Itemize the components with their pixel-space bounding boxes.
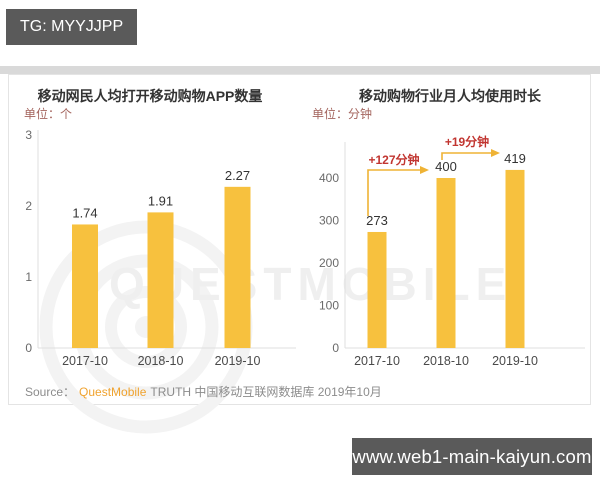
x-axis-label: 2019-10 <box>492 354 538 368</box>
top-badge-label: TG: MYYJJPP <box>20 18 124 35</box>
bar <box>224 186 251 348</box>
y-tick-label: 1 <box>25 270 32 284</box>
bar <box>72 224 98 348</box>
y-tick-label: 2 <box>25 199 32 213</box>
bottom-badge-label: www.web1-main-kaiyun.com <box>352 445 592 467</box>
y-tick-label: 3 <box>25 128 32 142</box>
bar-chart-usage-minutes: 0 100 200 300 400 273 2017-10 400 2018-10 419 2019… <box>319 134 585 368</box>
source-prefix: Source： <box>25 385 76 399</box>
chart-right-title: 移动购物行业月人均使用时长 <box>359 88 541 104</box>
x-axis-label: 2019-10 <box>215 354 261 368</box>
bar-value-label: 400 <box>435 159 457 174</box>
bar <box>147 212 174 348</box>
chart-right-unit-label: 单位：分钟 <box>312 107 373 121</box>
annotation-arrow-line <box>367 169 420 216</box>
bar-chart-apps-opened: 0 1 2 3 1.74 2017-10 1.91 2018-10 2.27 2019-10 <box>25 128 296 368</box>
y-tick-label: 400 <box>319 171 339 185</box>
x-axis-label: 2018-10 <box>423 354 469 368</box>
bar <box>436 178 456 348</box>
divider-strip <box>0 66 600 74</box>
y-tick-label: 300 <box>319 214 339 228</box>
bar-value-label: 273 <box>366 213 388 228</box>
chart-left-unit-label: 单位：个 <box>24 107 73 121</box>
bar-value-label: 1.74 <box>72 205 97 220</box>
annotation-arrowhead-icon <box>491 149 500 157</box>
y-tick-label: 100 <box>319 299 339 313</box>
bar <box>367 231 387 348</box>
bar-value-label: 2.27 <box>225 168 250 183</box>
annotation-arrow-line <box>441 152 491 160</box>
annotation-label: +127分钟 <box>368 152 419 167</box>
x-axis-label: 2017-10 <box>354 354 400 368</box>
source-rest: TRUTH 中国移动互联网数据库 2019年10月 <box>150 385 382 399</box>
y-tick-label: 0 <box>25 341 32 355</box>
x-axis-label: 2017-10 <box>62 354 108 368</box>
source-line: Source： QuestMobile TRUTH 中国移动互联网数据库 2019年… <box>25 383 382 400</box>
bar-value-label: 1.91 <box>148 193 173 208</box>
bottom-url-badge: www.web1-main-kaiyun.com <box>352 438 592 475</box>
annotation-label: +19分钟 <box>445 134 489 149</box>
bar <box>505 169 525 348</box>
annotation-arrowhead-icon <box>420 166 429 174</box>
top-watermark-badge: TG: MYYJJPP <box>6 9 137 45</box>
source-brand: QuestMobile <box>79 385 147 399</box>
y-tick-label: 0 <box>332 341 339 355</box>
bar-value-label: 419 <box>504 151 526 166</box>
y-tick-label: 200 <box>319 256 339 270</box>
x-axis-label: 2018-10 <box>138 354 184 368</box>
chart-left-title: 移动网民人均打开移动购物APP数量 <box>37 88 263 104</box>
